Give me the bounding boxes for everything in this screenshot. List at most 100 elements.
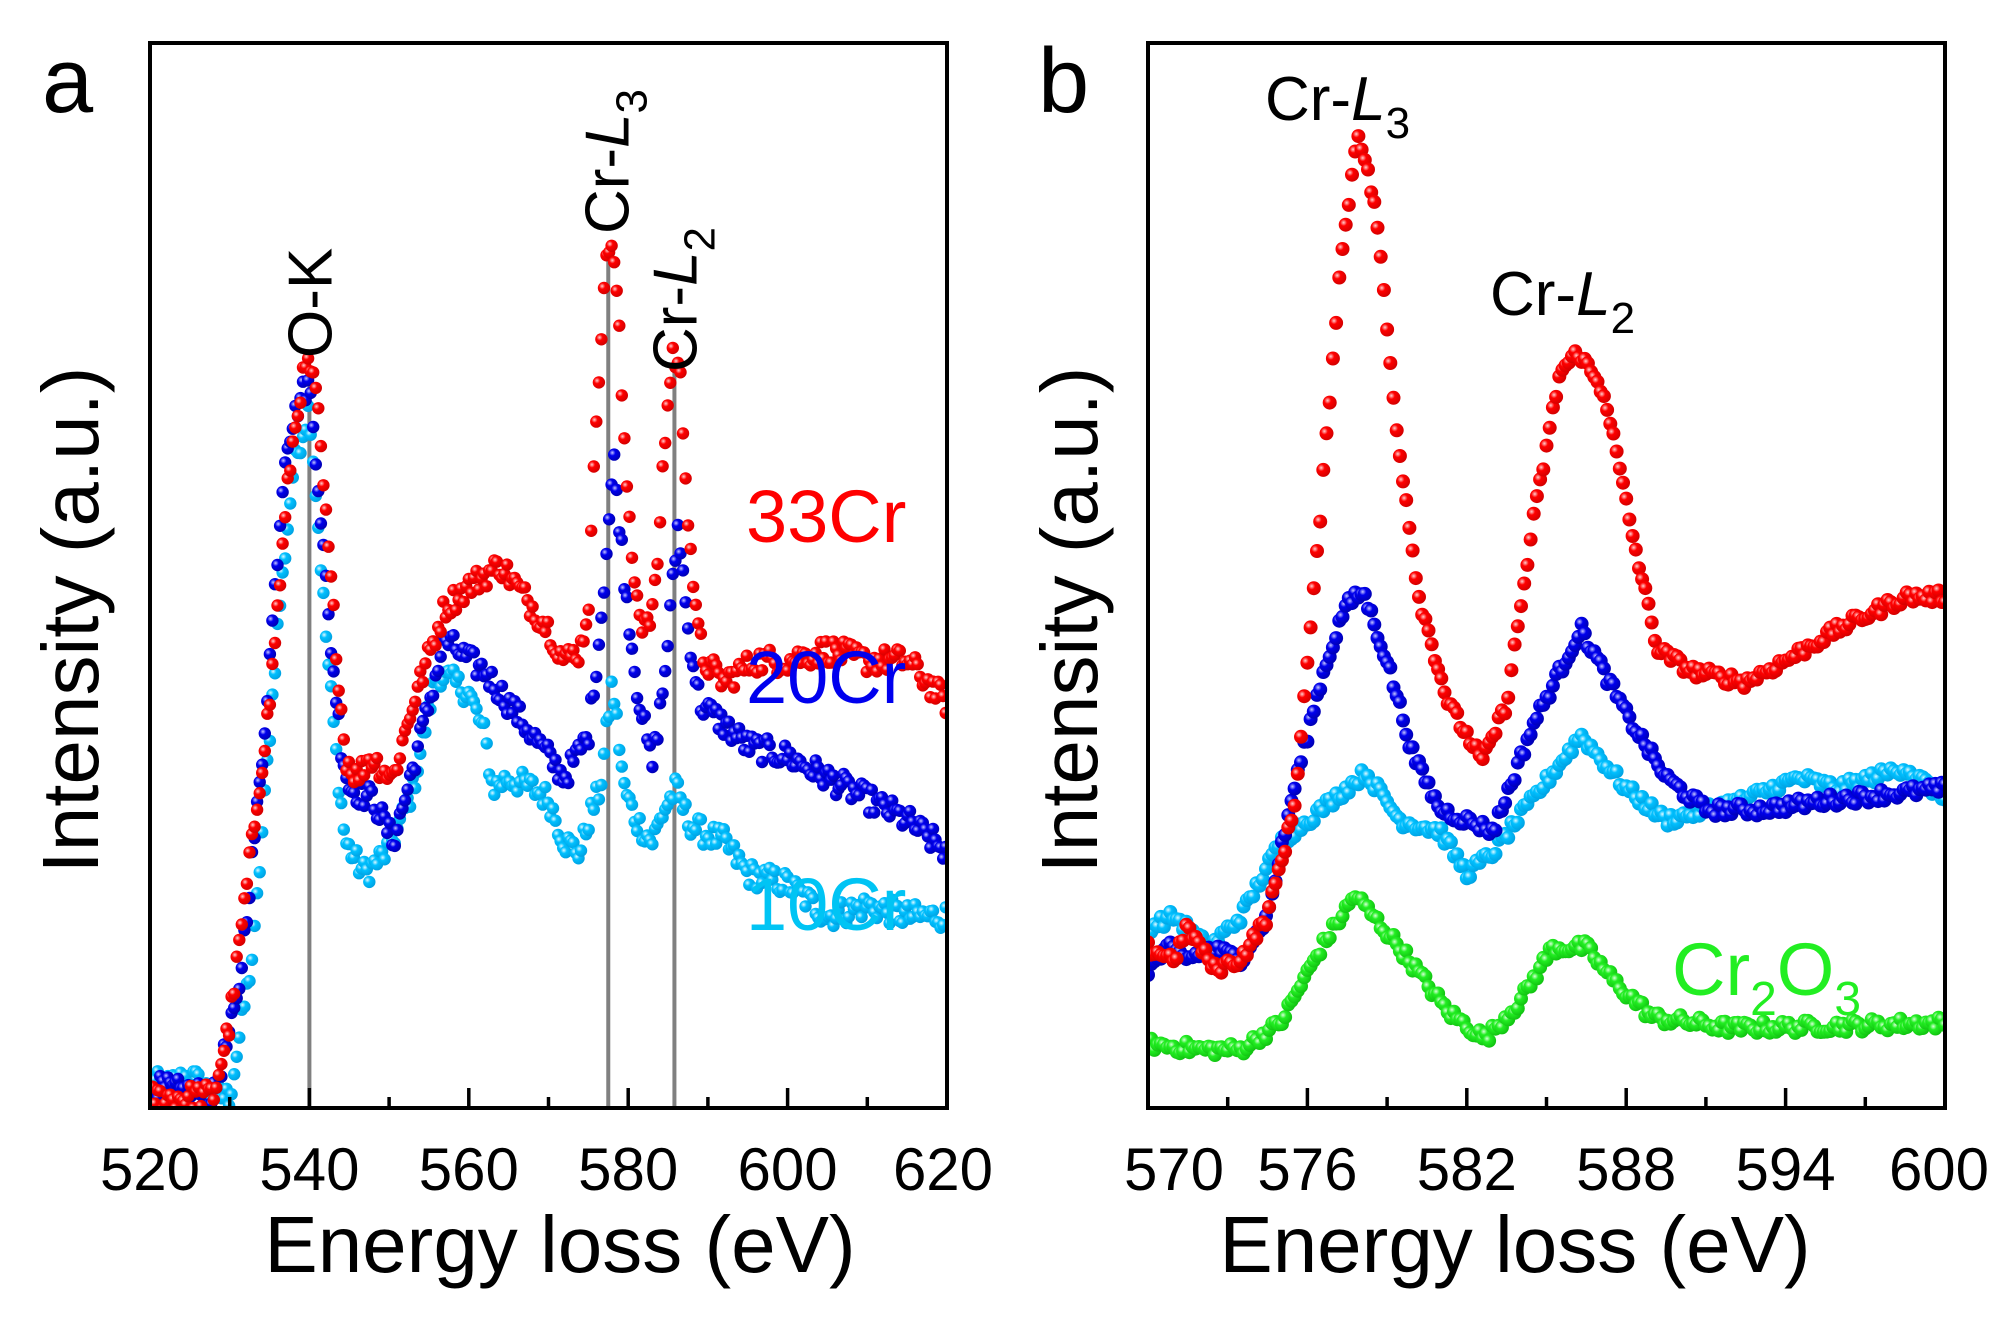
data-point [1399,727,1414,742]
data-point [623,628,636,641]
data-point [235,918,248,931]
data-point [1488,847,1503,861]
data-point [1405,740,1420,755]
data-point [590,670,603,684]
data-point [1399,493,1414,508]
data-point [608,697,621,711]
data-point [806,891,820,905]
data-point [549,814,562,827]
data-point [1396,474,1410,489]
data-point [911,658,924,671]
data-point [284,464,297,477]
data-point [1606,426,1621,441]
data-point [1507,773,1522,788]
data-point [1376,283,1391,297]
data-point [248,820,261,833]
data-point [434,650,447,663]
data-point [689,823,702,837]
data-point [1542,420,1557,435]
data-point [1396,713,1410,728]
data-point [615,760,628,773]
data-point [755,876,769,890]
data-point [740,649,753,662]
data-point [755,664,769,677]
data-point [692,678,705,691]
data-point [225,1088,238,1101]
peak-annotations: Cr-L3 Cr-L2 [1265,65,1635,343]
data-point [1383,356,1398,370]
data-point [1392,449,1407,463]
data-point [1259,861,1273,876]
data-point [587,803,600,816]
data-point [253,787,266,800]
data-point [256,766,269,780]
data-point [681,622,695,635]
data-point [1931,583,1945,598]
data-point [1463,870,1477,885]
data-point [674,366,687,379]
data-point [1632,561,1646,576]
x-tick-label: 560 [419,1136,519,1203]
data-point [230,950,243,963]
data-point [1504,663,1519,678]
data-point [337,733,350,746]
data-point [1450,847,1465,862]
data-point [1482,1033,1497,1048]
data-point [1294,755,1308,770]
data-point [1510,815,1525,830]
data-point [653,697,667,710]
data-point [391,763,404,777]
data-point [926,904,940,917]
data-point [1635,727,1650,742]
panel-letter-b: b [1038,30,1089,132]
data-point [347,786,361,799]
data-point [595,778,608,792]
data-point [1373,249,1388,264]
data-point [1647,633,1662,648]
data-point [1609,444,1624,459]
data-point [1357,586,1372,601]
data-point [1517,747,1532,762]
data-point [1313,947,1328,962]
data-point [1475,752,1490,767]
data-point [409,764,422,777]
data-point [266,614,279,627]
label-o: O [1777,928,1835,1011]
data-point [243,974,256,988]
data-point [337,823,350,836]
data-point [1335,609,1350,624]
data-point [518,581,532,594]
data-point [602,513,616,526]
data-point [768,864,781,878]
data-point [477,716,491,730]
data-point [676,427,690,440]
data-point [207,1093,220,1107]
data-point [1565,745,1579,760]
data-point [646,760,659,774]
data-point [253,866,266,879]
data-point [1501,690,1516,705]
data-point [1644,796,1659,811]
data-point [1641,596,1656,611]
data-point [666,567,679,581]
data-point [1596,661,1611,676]
data-point [539,780,552,794]
data-point [1370,220,1385,235]
x-axis-title: Energy loss (eV) [1219,1200,1810,1289]
data-point [755,755,769,769]
data-point [294,446,307,460]
data-point [1367,194,1382,209]
y-axis-title: Intensity (a.u.) [1025,367,1114,874]
data-point [212,1068,226,1082]
data-point [1549,389,1564,404]
data-point [1389,423,1404,438]
data-point [903,804,917,818]
data-point [1498,796,1513,811]
data-point [258,727,271,740]
data-point [1600,402,1615,417]
data-point [271,599,284,612]
data-point [1233,915,1248,930]
data-point [266,657,279,671]
series-label-10cr: 10Cr [746,863,906,946]
data-point [335,703,348,716]
